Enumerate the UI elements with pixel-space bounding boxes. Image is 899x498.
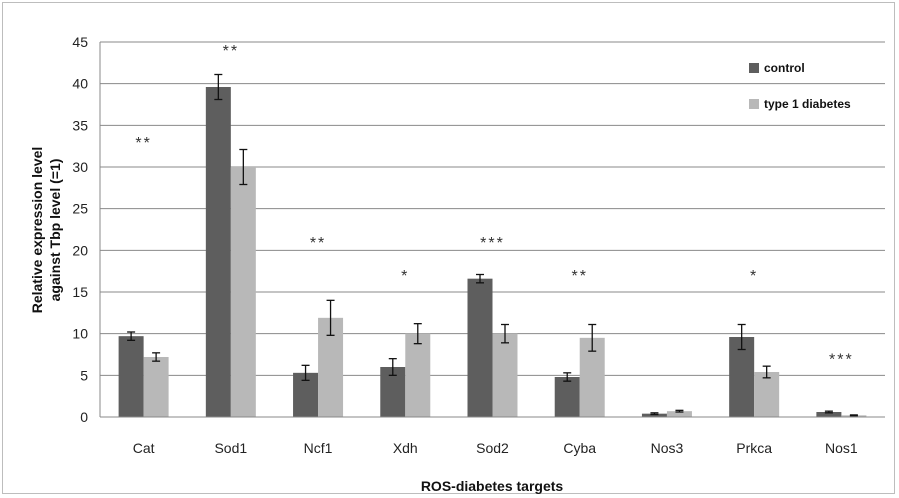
y-tick-label: 30 <box>72 159 88 175</box>
x-tick-label: Sod2 <box>476 440 509 456</box>
bar-sod1-control <box>205 87 231 417</box>
y-tick-label: 10 <box>72 326 88 342</box>
bar-sod2-type-1-diabetes <box>492 333 518 417</box>
bars <box>118 87 867 417</box>
y-tick-labels: 0 5 10 15 20 25 30 35 40 45 <box>72 34 88 425</box>
legend-label-control: control <box>764 61 805 75</box>
bar-prkca-control <box>729 337 755 417</box>
y-axis-label-line-2: against Tbp level (=1) <box>47 159 63 302</box>
significance-marker: ** <box>223 43 239 60</box>
bar-nos3-control <box>641 413 667 417</box>
x-tick-label: Nos3 <box>651 440 684 456</box>
significance-marker: ** <box>135 135 151 152</box>
bar-nos3-type-1-diabetes <box>666 411 692 417</box>
significance-marker: ** <box>571 268 587 285</box>
y-axis-label-line-1: Relative expression level <box>29 147 45 314</box>
significance-marker: * <box>750 268 758 285</box>
x-tick-labels: Cat Sod1 Ncf1 Xdh Sod2 Cyba Nos3 Prkca Nos1 <box>133 440 858 456</box>
legend-swatch-control <box>749 63 759 73</box>
bar-sod1-type-1-diabetes <box>230 167 256 417</box>
significance-marker: ** <box>310 235 326 252</box>
bar-cyba-control <box>554 377 580 417</box>
significance-marker: * <box>401 268 409 285</box>
y-tick-label: 0 <box>80 409 88 425</box>
y-tick-label: 5 <box>80 367 88 383</box>
x-axis-label: ROS-diabetes targets <box>421 478 564 494</box>
x-tick-label: Xdh <box>393 440 418 456</box>
bar-nos1-control <box>816 412 842 417</box>
bar-xdh-type-1-diabetes <box>405 333 431 417</box>
x-tick-label: Cyba <box>563 440 596 456</box>
bar-sod2-control <box>467 278 493 417</box>
bar-prkca-type-1-diabetes <box>754 372 780 417</box>
error-bars <box>127 73 858 417</box>
x-tick-label: Nos1 <box>825 440 858 456</box>
bar-cat-type-1-diabetes <box>143 357 169 417</box>
significance-markers: ************ **** <box>135 43 854 369</box>
y-tick-label: 40 <box>72 76 88 92</box>
y-tick-label: 15 <box>72 284 88 300</box>
significance-marker: *** <box>829 352 854 369</box>
legend: control type 1 diabetes <box>749 61 851 111</box>
legend-label-type-1-diabetes: type 1 diabetes <box>764 97 851 111</box>
x-tick-label: Cat <box>133 440 155 456</box>
y-tick-label: 25 <box>72 201 88 217</box>
y-tick-label: 35 <box>72 117 88 133</box>
y-tick-label: 20 <box>72 242 88 258</box>
legend-swatch-type-1-diabetes <box>749 99 759 109</box>
x-tick-label: Ncf1 <box>304 440 333 456</box>
significance-marker: *** <box>480 235 505 252</box>
x-tick-label: Prkca <box>736 440 772 456</box>
y-tick-label: 45 <box>72 34 88 50</box>
x-tick-label: Sod1 <box>214 440 247 456</box>
bar-cat-control <box>118 336 144 417</box>
